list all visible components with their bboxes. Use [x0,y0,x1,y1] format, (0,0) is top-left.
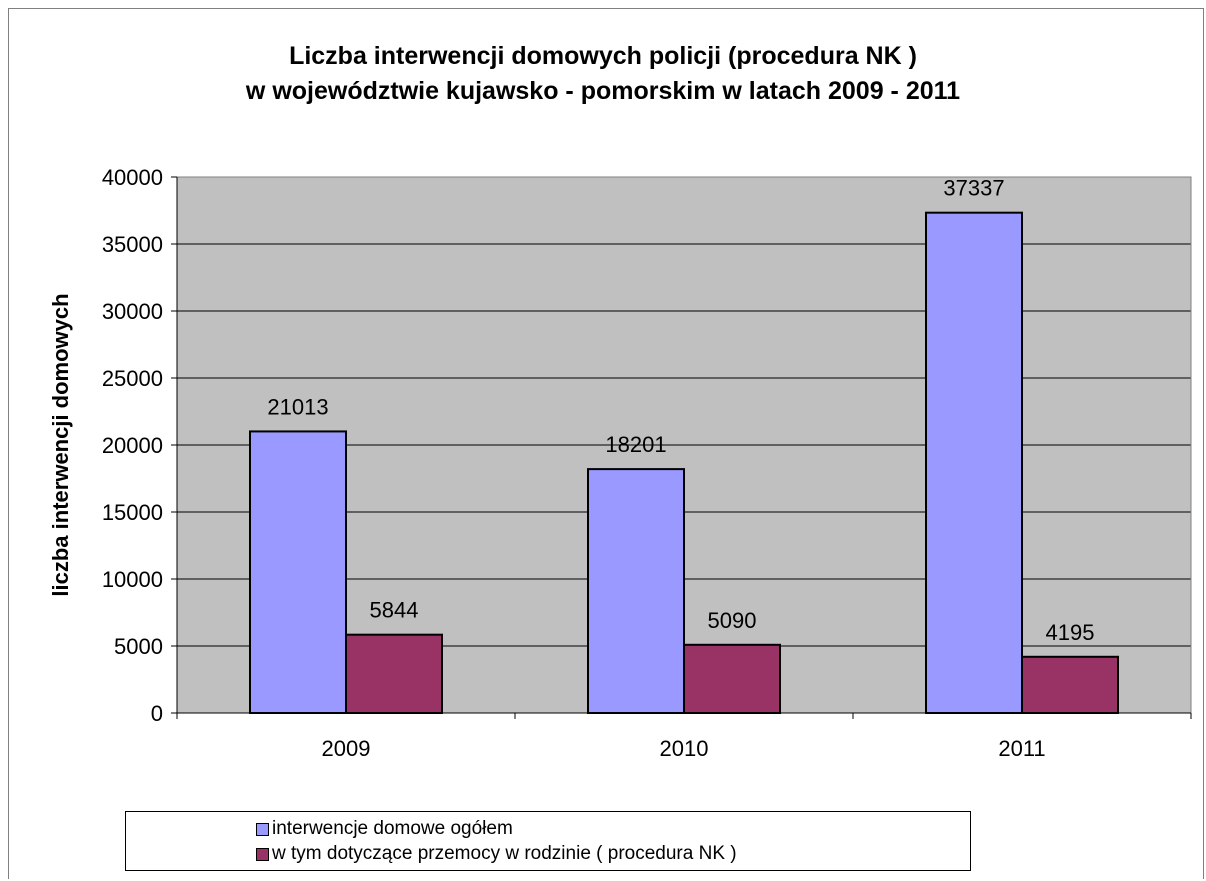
bar-2010-series-2 [683,643,781,715]
y-tick-label-0: 0 [151,701,163,726]
y-tick-label-15000: 15000 [102,500,163,525]
x-tick-label-2011: 2011 [998,736,1045,761]
bar-2011-series-2 [1021,655,1119,714]
legend-label-series-2: w tym dotyczące przemocy w rodzinie ( pr… [272,843,737,864]
bar-2009-series-2 [345,633,443,715]
y-axis-title: liczba interwencji domowych [48,293,73,596]
chart-frame [8,8,1204,879]
data-label-2010-series-2: 5090 [708,608,757,633]
legend-item-series-1: interwencje domowe ogółem [256,817,513,841]
legend-item-series-2: w tym dotyczące przemocy w rodzinie ( pr… [256,842,737,866]
legend-swatch-series-1 [256,822,269,836]
bar-2011-series-1 [925,211,1023,714]
y-tick-label-30000: 30000 [102,299,163,324]
y-tick-label-10000: 10000 [102,567,163,592]
data-label-2011-series-1: 37337 [943,176,1004,201]
y-tick-label-5000: 5000 [114,634,163,659]
bar-2010-series-1 [587,468,685,714]
data-label-2009-series-1: 21013 [267,394,328,419]
chart-title-line-1: Liczba interwencji domowych policji (pro… [289,42,917,70]
legend-label-series-1: interwencje domowe ogółem [272,818,513,839]
legend: interwencje domowe ogółem w tym dotycząc… [125,811,971,871]
data-label-2011-series-2: 4195 [1046,620,1095,645]
x-tick-label-2009: 2009 [322,736,371,761]
chart-title-line-2: w województwie kujawsko - pomorskim w la… [245,77,961,105]
data-label-2010-series-1: 18201 [605,432,666,457]
y-tick-label-20000: 20000 [102,433,163,458]
data-label-2009-series-2: 5844 [370,598,419,623]
bar-2009-series-1 [249,430,347,714]
x-tick-label-2010: 2010 [660,736,709,761]
legend-swatch-series-2 [256,847,269,861]
y-tick-label-25000: 25000 [102,366,163,391]
y-tick-label-35000: 35000 [102,232,163,257]
y-tick-label-40000: 40000 [102,165,163,190]
